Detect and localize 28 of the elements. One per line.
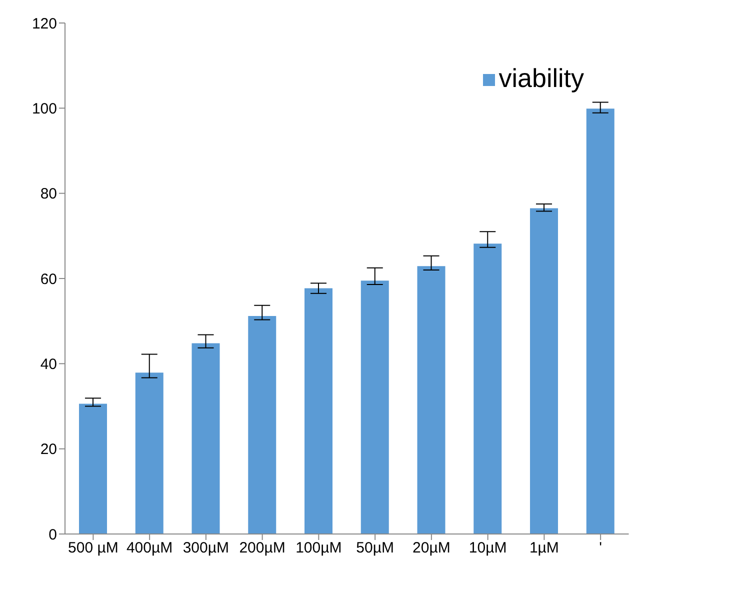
bar (248, 316, 276, 534)
bar (530, 208, 558, 534)
x-tick-label: 20µM (412, 540, 450, 557)
x-tick-label: 300µM (182, 540, 230, 557)
bar (360, 280, 389, 534)
bar (417, 266, 446, 534)
y-tick-label: 100 (32, 100, 57, 118)
x-tick-label: 400µM (126, 540, 173, 557)
bar (135, 372, 164, 534)
bar (79, 404, 107, 534)
y-tick-label: 60 (40, 270, 57, 288)
y-tick-label: 120 (32, 15, 57, 32)
x-tick-label: 500 µM (68, 540, 118, 557)
y-tick-label: 0 (48, 526, 57, 544)
x-tick-label: 200µM (239, 540, 286, 557)
y-tick-label: 40 (40, 356, 57, 373)
bar (586, 108, 614, 534)
legend-label: viability (498, 63, 584, 93)
x-tick-label: 1µM (529, 540, 559, 557)
bar (192, 343, 220, 534)
y-tick-label: 20 (40, 441, 57, 458)
x-tick-label: 100µM (296, 540, 342, 557)
bar (474, 244, 502, 534)
y-tick-label: 80 (40, 186, 57, 203)
x-tick-label: ' (599, 540, 602, 557)
x-tick-label: 10µM (468, 540, 507, 557)
bar (304, 288, 332, 534)
x-tick-label: 50µM (356, 540, 394, 557)
